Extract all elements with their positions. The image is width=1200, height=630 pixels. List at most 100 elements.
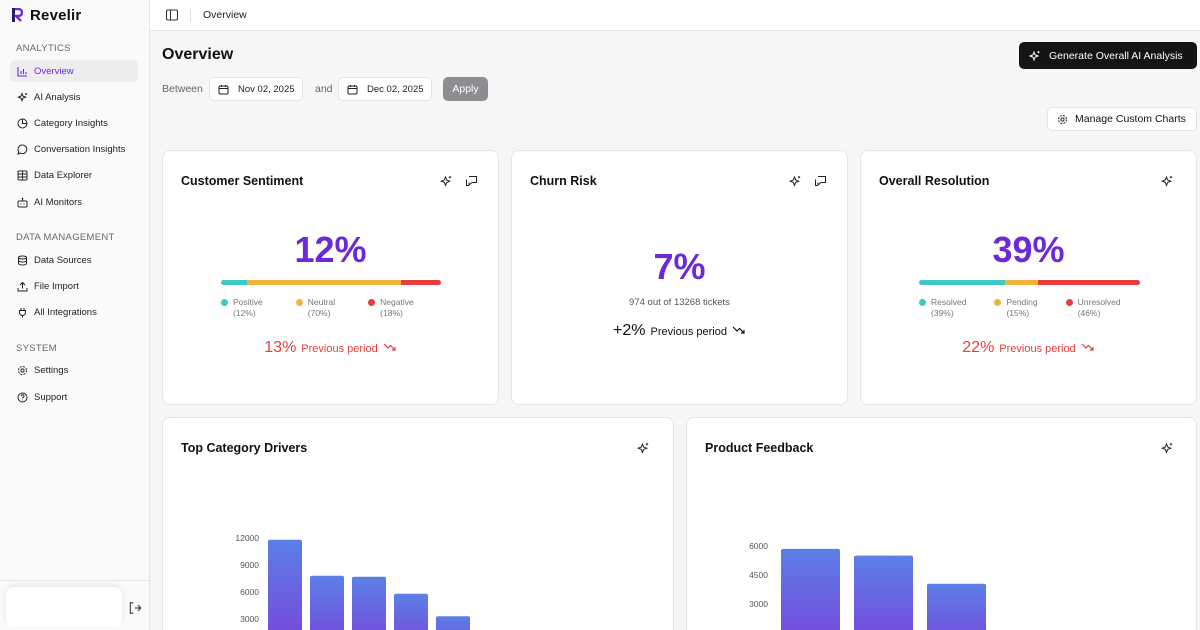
- y-tick-label: 3000: [240, 614, 259, 624]
- sparkles-icon[interactable]: [789, 175, 802, 188]
- sidebar-item-label: Data Sources: [34, 254, 92, 266]
- gear-icon: [1058, 114, 1067, 124]
- sidebar-toggle-icon[interactable]: [165, 8, 179, 22]
- chart-bar[interactable]: [927, 583, 986, 630]
- message-chart-icon[interactable]: [465, 175, 478, 188]
- y-tick-label: 6000: [749, 541, 768, 551]
- table-icon: [17, 170, 28, 180]
- sidebar-item-overview[interactable]: Overview: [10, 60, 138, 82]
- logout-icon[interactable]: [128, 601, 142, 615]
- sidebar-item-settings[interactable]: Settings: [10, 359, 138, 381]
- start-date-picker[interactable]: Nov 02, 2025: [209, 77, 303, 101]
- help-circle-icon: [17, 392, 28, 402]
- sidebar-item-label: AI Analysis: [34, 91, 81, 103]
- y-tick-label: 9000: [240, 560, 259, 570]
- legend-text: Positive (12%): [233, 297, 263, 319]
- category-drivers-chart: 12000 9000 6000 3000: [235, 533, 470, 630]
- sidebar-item-label: Settings: [34, 364, 69, 376]
- legend-label: Positive: [233, 297, 263, 307]
- chart-bar[interactable]: [781, 548, 840, 630]
- nav-section-data-management: DATA MANAGEMENT: [16, 232, 115, 243]
- chart-bar[interactable]: [352, 576, 386, 630]
- legend-text: Pending (15%): [1006, 297, 1037, 319]
- legend-dot: [994, 299, 1002, 306]
- legend-dot: [1065, 299, 1073, 306]
- legend-item: Pending (15%): [994, 297, 1038, 319]
- generate-ai-analysis-button[interactable]: Generate Overall AI Analysis: [1019, 42, 1197, 69]
- legend-label: Resolved: [931, 297, 967, 307]
- breadcrumb: Overview: [203, 9, 247, 21]
- sidebar-item-label: Data Explorer: [34, 169, 93, 181]
- legend-pct: (46%): [1077, 308, 1101, 318]
- sparkles-icon: [17, 91, 27, 102]
- card-title: Product Feedback: [705, 441, 814, 455]
- sparkles-icon[interactable]: [440, 175, 453, 188]
- sparkles-icon[interactable]: [1161, 175, 1174, 188]
- sidebar-item-ai-monitors[interactable]: AI Monitors: [10, 191, 138, 213]
- brand[interactable]: Revelir: [12, 6, 81, 24]
- legend-pct: (15%): [1006, 308, 1030, 318]
- generate-ai-analysis-label: Generate Overall AI Analysis: [1049, 49, 1183, 62]
- message-chart-icon[interactable]: [814, 175, 827, 188]
- sparkles-icon[interactable]: [1161, 442, 1174, 455]
- chart-bar[interactable]: [436, 616, 470, 630]
- legend-item: Negative (18%): [368, 297, 414, 319]
- chart-bar[interactable]: [854, 555, 913, 630]
- sparkles-icon[interactable]: [637, 442, 650, 455]
- sidebar-item-label: All Integrations: [34, 306, 97, 318]
- between-label: Between: [162, 83, 203, 95]
- previous-value: 13%: [264, 339, 297, 356]
- product-feedback-card: Product Feedback 6000 4500 3000: [686, 417, 1197, 630]
- sidebar-item-ai-analysis[interactable]: AI Analysis: [10, 86, 138, 108]
- chart-bar[interactable]: [394, 593, 428, 630]
- manage-custom-charts-label: Manage Custom Charts: [1075, 113, 1186, 125]
- database-icon: [18, 255, 27, 266]
- message-circle-icon: [17, 143, 28, 155]
- sidebar-item-data-explorer[interactable]: Data Explorer: [10, 164, 138, 186]
- resolution-legend: Resolved (39%) Pending (15%) Unresolved (46%): [919, 297, 1149, 319]
- end-date-picker[interactable]: Dec 02, 2025: [338, 77, 432, 101]
- legend-item: Positive (12%): [221, 297, 263, 319]
- legend-label: Neutral: [307, 297, 336, 307]
- sidebar-footer: [0, 580, 150, 630]
- upload-icon: [17, 281, 28, 291]
- chart-bar[interactable]: [310, 575, 344, 630]
- sidebar-item-label: File Import: [34, 280, 79, 292]
- legend-text: Resolved (39%): [931, 297, 966, 319]
- sidebar-item-all-integrations[interactable]: All Integrations: [10, 301, 138, 323]
- user-profile[interactable]: [6, 587, 122, 627]
- churn-value: 7%: [653, 246, 706, 287]
- previous-value: 22%: [962, 339, 995, 356]
- nav-section-system: SYSTEM: [16, 343, 57, 354]
- bar-chart-icon: [17, 66, 27, 77]
- manage-custom-charts-button[interactable]: Manage Custom Charts: [1047, 107, 1197, 131]
- bar-segment: [919, 280, 1006, 285]
- customer-sentiment-card: Customer Sentiment 12% Positive (12%) Neut…: [162, 150, 499, 405]
- legend-pct: (18%): [380, 308, 403, 318]
- sidebar-item-category-insights[interactable]: Category Insights: [10, 112, 138, 134]
- start-date-value: Nov 02, 2025: [238, 83, 295, 95]
- legend-dot: [295, 299, 303, 306]
- sidebar-item-data-sources[interactable]: Data Sources: [10, 249, 138, 271]
- plug-icon: [19, 307, 26, 317]
- chart-bar[interactable]: [268, 539, 302, 630]
- apply-button[interactable]: Apply: [443, 77, 488, 101]
- sidebar-item-support[interactable]: Support: [10, 386, 138, 408]
- sidebar-item-conversation-insights[interactable]: Conversation Insights: [10, 138, 138, 160]
- sidebar-item-label: Category Insights: [34, 117, 108, 129]
- calendar-icon: [218, 84, 229, 94]
- sidebar-item-file-import[interactable]: File Import: [10, 275, 138, 297]
- sparkles-icon: [1029, 50, 1040, 61]
- trend-down-icon: [1081, 343, 1094, 351]
- bar-segment: [1038, 280, 1140, 285]
- legend-text: Neutral (70%): [308, 297, 335, 319]
- topbar: Overview: [150, 0, 1200, 31]
- sentiment-legend: Positive (12%) Neutral (70%) Negative (18%): [221, 297, 441, 319]
- brand-name: Revelir: [30, 6, 82, 24]
- previous-label: Previous period: [301, 343, 378, 355]
- churn-risk-card: Churn Risk 7% 974 out of 13268 tickets +…: [511, 150, 848, 405]
- bot-icon: [17, 197, 28, 207]
- legend-label: Pending: [1006, 297, 1038, 307]
- legend-item: Unresolved (46%): [1065, 297, 1121, 319]
- y-tick-label: 12000: [235, 533, 259, 543]
